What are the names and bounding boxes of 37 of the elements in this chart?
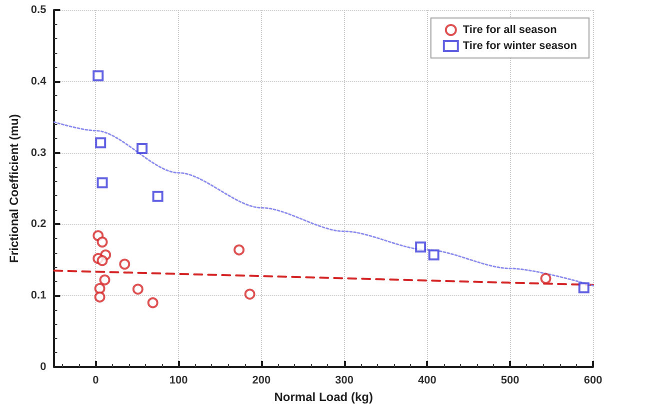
x-tick-label: 500 xyxy=(500,374,520,386)
x-tick-label: 600 xyxy=(584,374,602,386)
line-series xyxy=(53,121,594,286)
point xyxy=(578,282,590,294)
point xyxy=(244,288,256,300)
y-tick-label: 0 xyxy=(40,361,46,373)
legend-label: Tire for winter season xyxy=(462,40,578,52)
y-tick-label: 0.4 xyxy=(30,75,48,88)
point xyxy=(96,255,108,266)
point xyxy=(234,244,245,256)
y-axis-title: Frictional Coefficient (mu) xyxy=(7,114,21,263)
y-tick-label: 0.5 xyxy=(30,4,46,16)
x-tick-label: 0 xyxy=(92,374,99,386)
point xyxy=(132,284,144,295)
point xyxy=(94,282,106,294)
point xyxy=(147,297,158,308)
point xyxy=(152,190,164,202)
point xyxy=(428,249,440,260)
x-axis-title: Normal Load (kg) xyxy=(274,390,373,404)
x-tick-label: 300 xyxy=(335,374,354,386)
y-tick-label: 0.1 xyxy=(30,290,46,302)
point xyxy=(96,236,108,248)
point xyxy=(92,70,104,82)
y-tick-label: 0.3 xyxy=(30,146,46,159)
x-tick-label: 400 xyxy=(418,374,436,386)
point xyxy=(136,143,148,154)
x-tick-label: 100 xyxy=(169,374,188,386)
legend-label: Tire for all season xyxy=(462,24,558,36)
point xyxy=(96,177,108,188)
y-tick-label: 0.2 xyxy=(30,218,46,230)
point xyxy=(119,258,130,270)
point xyxy=(95,137,106,148)
x-tick-label: 200 xyxy=(252,374,271,386)
point xyxy=(94,292,106,303)
point xyxy=(540,272,552,284)
point xyxy=(415,242,426,253)
point xyxy=(99,274,110,286)
